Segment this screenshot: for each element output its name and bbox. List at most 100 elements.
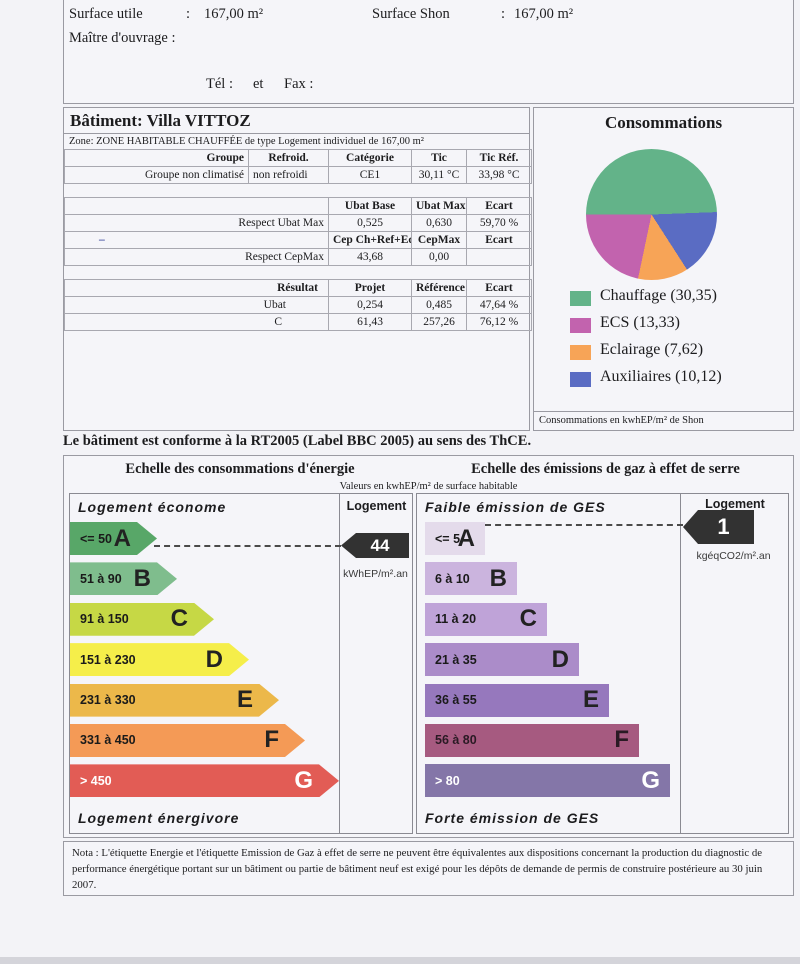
- ges-class-row: <= 5 A: [425, 522, 670, 555]
- table-cell: 33,98 °C: [466, 166, 532, 184]
- table-cell: Ecart: [466, 231, 532, 249]
- consommations-title: Consommations: [604, 113, 723, 132]
- legend-label: ECS (13,33): [600, 314, 680, 331]
- surface-shon-value: 167,00 m²: [514, 6, 574, 22]
- consommations-unit-note: Consommations en kwhEP/m² de Shon: [534, 411, 793, 430]
- ges-class-row: 11 à 20 C: [425, 602, 670, 636]
- ges-value-arrow: 1: [683, 510, 754, 544]
- ges-bottom-label: Forte émission de GES: [425, 810, 600, 826]
- energy-top-label: Logement économe: [78, 499, 227, 515]
- surface-utile-value: 167,00 m²: [204, 6, 264, 22]
- table-cell: Projet: [328, 279, 412, 297]
- legend-swatch-ecs: [570, 318, 591, 333]
- table-cell: Ubat Base: [328, 197, 412, 215]
- ges-range-label: <= 5: [435, 531, 461, 546]
- ubat-table: Ubat Base Ubat Max Ecart Respect Ubat Ma…: [64, 197, 532, 266]
- consommations-pie: [586, 149, 717, 280]
- legend-swatch-chauffage: [570, 291, 591, 306]
- energy-class-row: > 450 G: [70, 764, 339, 797]
- table-cell: Ubat: [64, 296, 329, 314]
- energy-scale-panel: Logement économe Logement énergivore <= …: [69, 493, 413, 834]
- ges-class-letter: G: [641, 766, 660, 794]
- ges-class-row: 6 à 10 B: [425, 562, 670, 596]
- nota-text: Nota : L'étiquette Energie et l'étiquett…: [72, 847, 763, 892]
- energy-class-row: 331 à 450 F: [70, 724, 339, 757]
- table-row: Respect CepMax 43,68 0,00: [64, 248, 532, 266]
- tel-label: Tél :: [206, 76, 233, 92]
- table-cell: 59,70 %: [466, 214, 532, 232]
- et-label: et: [253, 76, 264, 92]
- table-cell: 43,68: [328, 248, 412, 266]
- ges-top-label: Faible émission de GES: [425, 499, 606, 515]
- energy-range-label: 331 à 450: [80, 733, 136, 748]
- ges-class-bar-b: 6 à 10 B: [425, 562, 517, 596]
- energy-ges-scales-box: Echelle des consommations d'énergie Eche…: [63, 455, 794, 838]
- energy-class-bar-c: 91 à 150 C: [70, 603, 214, 636]
- ges-class-bar-e: 36 à 55 E: [425, 683, 609, 717]
- table-cell: 0,254: [328, 296, 412, 314]
- consommations-panel: Consommations Chauffage (30,35) ECS (13,…: [533, 107, 794, 431]
- table-cell: Ecart: [466, 279, 532, 297]
- table-cell: 0,485: [411, 296, 467, 314]
- ges-value-column-header: Logement: [705, 497, 765, 511]
- energy-class-letter: E: [236, 686, 253, 714]
- table-cell: CepMax: [411, 231, 467, 249]
- ges-class-row: > 80 G: [425, 764, 670, 798]
- energy-class-bar-f: 331 à 450 F: [70, 724, 305, 757]
- table-cell: [64, 197, 329, 215]
- energy-range-label: 51 à 90: [80, 571, 122, 586]
- energy-class-row: <= 50 A: [70, 522, 339, 555]
- energy-range-label: 231 à 330: [80, 693, 136, 708]
- energy-class-letter: D: [205, 645, 223, 673]
- energy-bottom-label: Logement énergivore: [78, 810, 240, 826]
- ges-scale-title: Echelle des émissions de gaz à effet de …: [471, 461, 740, 477]
- energy-class-letter: A: [113, 524, 131, 552]
- maitre-ouvrage-label: Maître d'ouvrage :: [69, 30, 176, 46]
- ges-range-label: > 80: [435, 773, 460, 788]
- ges-class-letter: F: [614, 726, 629, 754]
- energy-value-dash-line: [154, 545, 341, 547]
- ges-class-bar-c: 11 à 20 C: [425, 602, 547, 636]
- table-cell: Catégorie: [328, 149, 412, 167]
- table-cell: 0,00: [411, 248, 467, 266]
- energy-class-letter: F: [264, 726, 279, 754]
- table-cell: Tic: [411, 149, 467, 167]
- energy-value-unit: kWhEP/m².an: [343, 568, 408, 580]
- table-cell: Groupe: [64, 149, 249, 167]
- energy-range-label: > 450: [80, 773, 112, 788]
- ges-class-letter: D: [551, 645, 569, 673]
- table-cell: Référence: [411, 279, 467, 297]
- energy-class-letter: C: [170, 605, 188, 633]
- table-cell: C: [64, 313, 329, 331]
- ges-class-bar-d: 21 à 35 D: [425, 643, 579, 677]
- ges-range-label: 11 à 20: [435, 612, 477, 627]
- table-cell: 0,525: [328, 214, 412, 232]
- table-cell: 47,64 %: [466, 296, 532, 314]
- table-cell: non refroidi: [248, 166, 329, 184]
- energy-class-letter: B: [133, 564, 151, 592]
- table-cell: Tic Réf.: [466, 149, 532, 167]
- energy-scale-title: Echelle des consommations d'énergie: [125, 461, 355, 477]
- ges-value-column-divider: [680, 494, 681, 833]
- table-cell: Groupe non climatisé: [64, 166, 249, 184]
- table-cell: [466, 248, 532, 266]
- surface-shon-colon: :: [501, 6, 506, 22]
- ges-range-label: 21 à 35: [435, 652, 477, 667]
- resultat-table: Résultat Projet Référence Ecart Ubat 0,2…: [64, 279, 532, 331]
- energy-class-row: 51 à 90 B: [70, 562, 339, 595]
- surface-utile-colon: :: [186, 6, 191, 22]
- ges-class-bar-g: > 80 G: [425, 764, 670, 798]
- conformity-statement: Le bâtiment est conforme à la RT2005 (La…: [63, 433, 532, 449]
- table-row: Groupe non climatisé non refroidi CE1 30…: [64, 166, 532, 184]
- table-cell: 0,630: [411, 214, 467, 232]
- energy-class-letter: G: [294, 766, 313, 794]
- legend-label: Eclairage (7,62): [600, 341, 704, 358]
- batiment-title: Bâtiment: Villa VITTOZ: [64, 108, 529, 134]
- table-row: Respect Ubat Max 0,525 0,630 59,70 %: [64, 214, 532, 232]
- ges-class-bar-a: <= 5 A: [425, 522, 485, 555]
- table-cell: 61,43: [328, 313, 412, 331]
- nota-box: Nota : L'étiquette Energie et l'étiquett…: [63, 841, 794, 896]
- table-header-row: Groupe Refroid. Catégorie Tic Tic Réf.: [64, 149, 532, 167]
- table-cell: Refroid.: [248, 149, 329, 167]
- energy-class-row: 91 à 150 C: [70, 603, 339, 636]
